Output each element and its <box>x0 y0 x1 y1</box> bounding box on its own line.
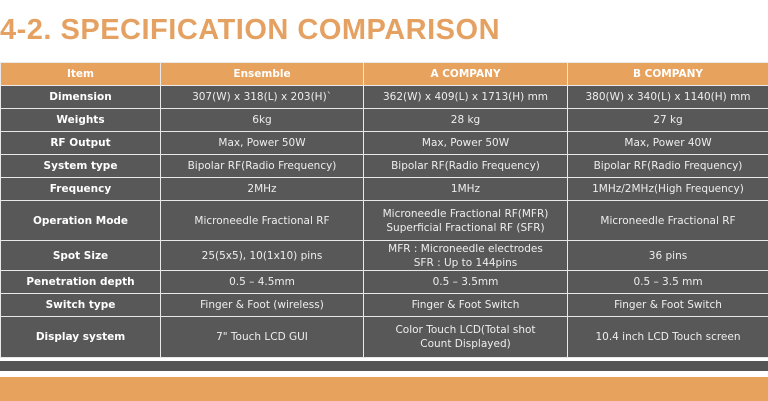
table-row: Dimension 307(W) x 318(L) x 203(H)` 362(W)… <box>0 85 768 109</box>
row-label: RF Output <box>0 131 161 155</box>
cell: 7" Touch LCD GUI <box>160 316 364 358</box>
cell: Max, Power 40W <box>567 131 768 155</box>
cell: Bipolar RF(Radio Frequency) <box>160 154 364 178</box>
table-body: Dimension 307(W) x 318(L) x 203(H)` 362(W)… <box>0 85 768 358</box>
cell: Color Touch LCD(Total shot Count Displaye… <box>363 316 568 358</box>
cell: Finger & Foot Switch <box>363 293 568 317</box>
cell: Finger & Foot (wireless) <box>160 293 364 317</box>
row-label: Display system <box>0 316 161 358</box>
column-header: Ensemble <box>160 62 364 86</box>
cell: 10.4 inch LCD Touch screen <box>567 316 768 358</box>
row-label: Spot Size <box>0 240 161 271</box>
footer-band <box>0 361 768 371</box>
column-header: A COMPANY <box>363 62 568 86</box>
row-label: Penetration depth <box>0 270 161 294</box>
cell: 1MHz/2MHz(High Frequency) <box>567 177 768 201</box>
cell: 25(5x5), 10(1x10) pins <box>160 240 364 271</box>
cell: 362(W) x 409(L) x 1713(H) mm <box>363 85 568 109</box>
title: 4-2. SPECIFICATION COMPARISON <box>0 14 501 46</box>
cell: 1MHz <box>363 177 568 201</box>
table-row: Spot Size 25(5x5), 10(1x10) pins MFR : Mic… <box>0 240 768 271</box>
table-row: Switch type Finger & Foot (wireless) Finge… <box>0 293 768 317</box>
cell: 27 kg <box>567 108 768 132</box>
cell: 28 kg <box>363 108 568 132</box>
table-row: RF Output Max, Power 50W Max, Power 50W Max… <box>0 131 768 155</box>
cell-line: Count Displayed) <box>420 338 511 350</box>
cell: MFR : Microneedle electrodes SFR : Up to … <box>363 240 568 271</box>
table-row: Display system 7" Touch LCD GUI Color Touc… <box>0 316 768 358</box>
cell: 307(W) x 318(L) x 203(H)` <box>160 85 364 109</box>
cell: 380(W) x 340(L) x 1140(H) mm <box>567 85 768 109</box>
cell: Microneedle Fractional RF(MFR) Superficia… <box>363 200 568 241</box>
cell: 6kg <box>160 108 364 132</box>
table-row: Penetration depth 0.5 – 4.5mm 0.5 – 3.5mm 0… <box>0 270 768 294</box>
cell: Bipolar RF(Radio Frequency) <box>363 154 568 178</box>
column-header: B COMPANY <box>567 62 768 86</box>
row-label: Switch type <box>0 293 161 317</box>
header-row: Item Ensemble A COMPANY B COMPANY <box>0 62 768 86</box>
cell: Max, Power 50W <box>363 131 568 155</box>
cell: 0.5 – 3.5 mm <box>567 270 768 294</box>
row-label: Dimension <box>0 85 161 109</box>
row-label: Operation Mode <box>0 200 161 241</box>
cell-line: Superficial Fractional RF (SFR) <box>386 221 545 234</box>
table-row: Frequency 2MHz 1MHz 1MHz/2MHz(High Frequenc… <box>0 177 768 201</box>
cell: 2MHz <box>160 177 364 201</box>
cell-line: Color Touch LCD(Total shot <box>395 324 536 336</box>
row-label: Frequency <box>0 177 161 201</box>
row-label: Weights <box>0 108 161 132</box>
table-row: Operation Mode Microneedle Fractional RF M… <box>0 200 768 241</box>
cell: Finger & Foot Switch <box>567 293 768 317</box>
cell-line: SFR : Up to 144pins <box>413 256 518 269</box>
cell: Microneedle Fractional RF <box>567 200 768 241</box>
cell: 0.5 – 3.5mm <box>363 270 568 294</box>
footer-band <box>0 377 768 401</box>
table-row: Weights 6kg 28 kg 27 kg <box>0 108 768 132</box>
cell-line: MFR : Microneedle electrodes <box>388 242 543 255</box>
cell: 36 pins <box>567 240 768 271</box>
cell: 0.5 – 4.5mm <box>160 270 364 294</box>
cell: Microneedle Fractional RF <box>160 200 364 241</box>
row-label: System type <box>0 154 161 178</box>
column-header: Item <box>0 62 161 86</box>
cell: Bipolar RF(Radio Frequency) <box>567 154 768 178</box>
table-row: System type Bipolar RF(Radio Frequency) Bi… <box>0 154 768 178</box>
cell: Max, Power 50W <box>160 131 364 155</box>
spec-table: Item Ensemble A COMPANY B COMPANY Dimension… <box>0 62 768 358</box>
cell-line: Microneedle Fractional RF(MFR) <box>382 207 549 220</box>
